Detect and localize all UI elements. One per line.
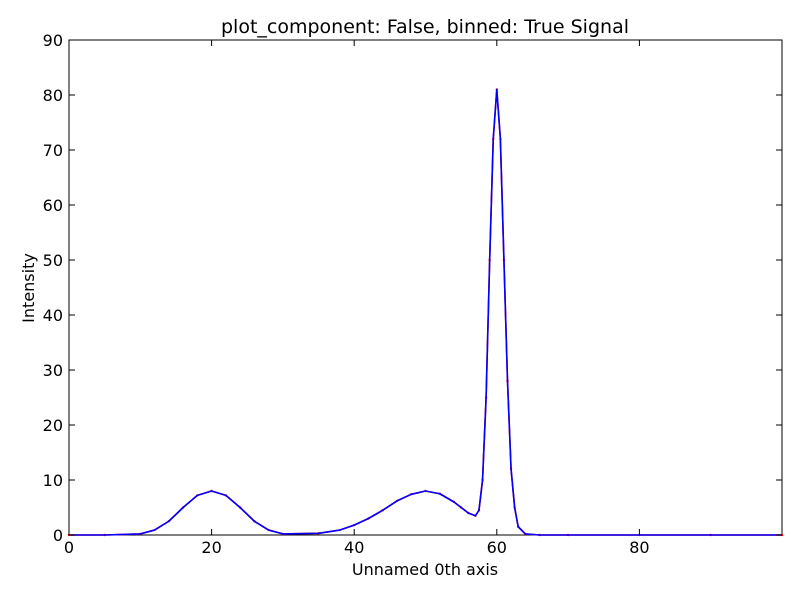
y-tick-label: 60 xyxy=(43,196,63,215)
y-tick-label: 50 xyxy=(43,251,63,270)
series-line xyxy=(69,88,782,536)
y-tick-label: 40 xyxy=(43,306,63,325)
y-tick-label: 80 xyxy=(43,86,63,105)
x-axis-label: Unnamed 0th axis xyxy=(352,560,498,579)
y-tick-label: 70 xyxy=(43,141,63,160)
x-tick-label: 40 xyxy=(344,538,364,557)
x-tick-label: 20 xyxy=(201,538,221,557)
plot-frame xyxy=(68,39,783,536)
y-axis-label: Intensity xyxy=(19,253,38,323)
x-tick-label: 80 xyxy=(629,538,649,557)
y-tick-label: 90 xyxy=(43,31,63,50)
y-tick-label: 10 xyxy=(43,471,63,490)
chart-title: plot_component: False, binned: True Sign… xyxy=(221,16,629,38)
plot-area: 0 20 40 60 80 0 10 20 30 40 50 60 70 80 90 xyxy=(43,31,784,557)
x-tick-label: 0 xyxy=(64,538,74,557)
ticks-layer: 0 20 40 60 80 0 10 20 30 40 50 60 70 80 90 xyxy=(43,31,782,557)
y-tick-label: 20 xyxy=(43,416,63,435)
series-layer xyxy=(67,88,784,537)
y-tick-label: 30 xyxy=(43,361,63,380)
y-tick-label: 0 xyxy=(53,526,63,545)
x-tick-label: 60 xyxy=(487,538,507,557)
